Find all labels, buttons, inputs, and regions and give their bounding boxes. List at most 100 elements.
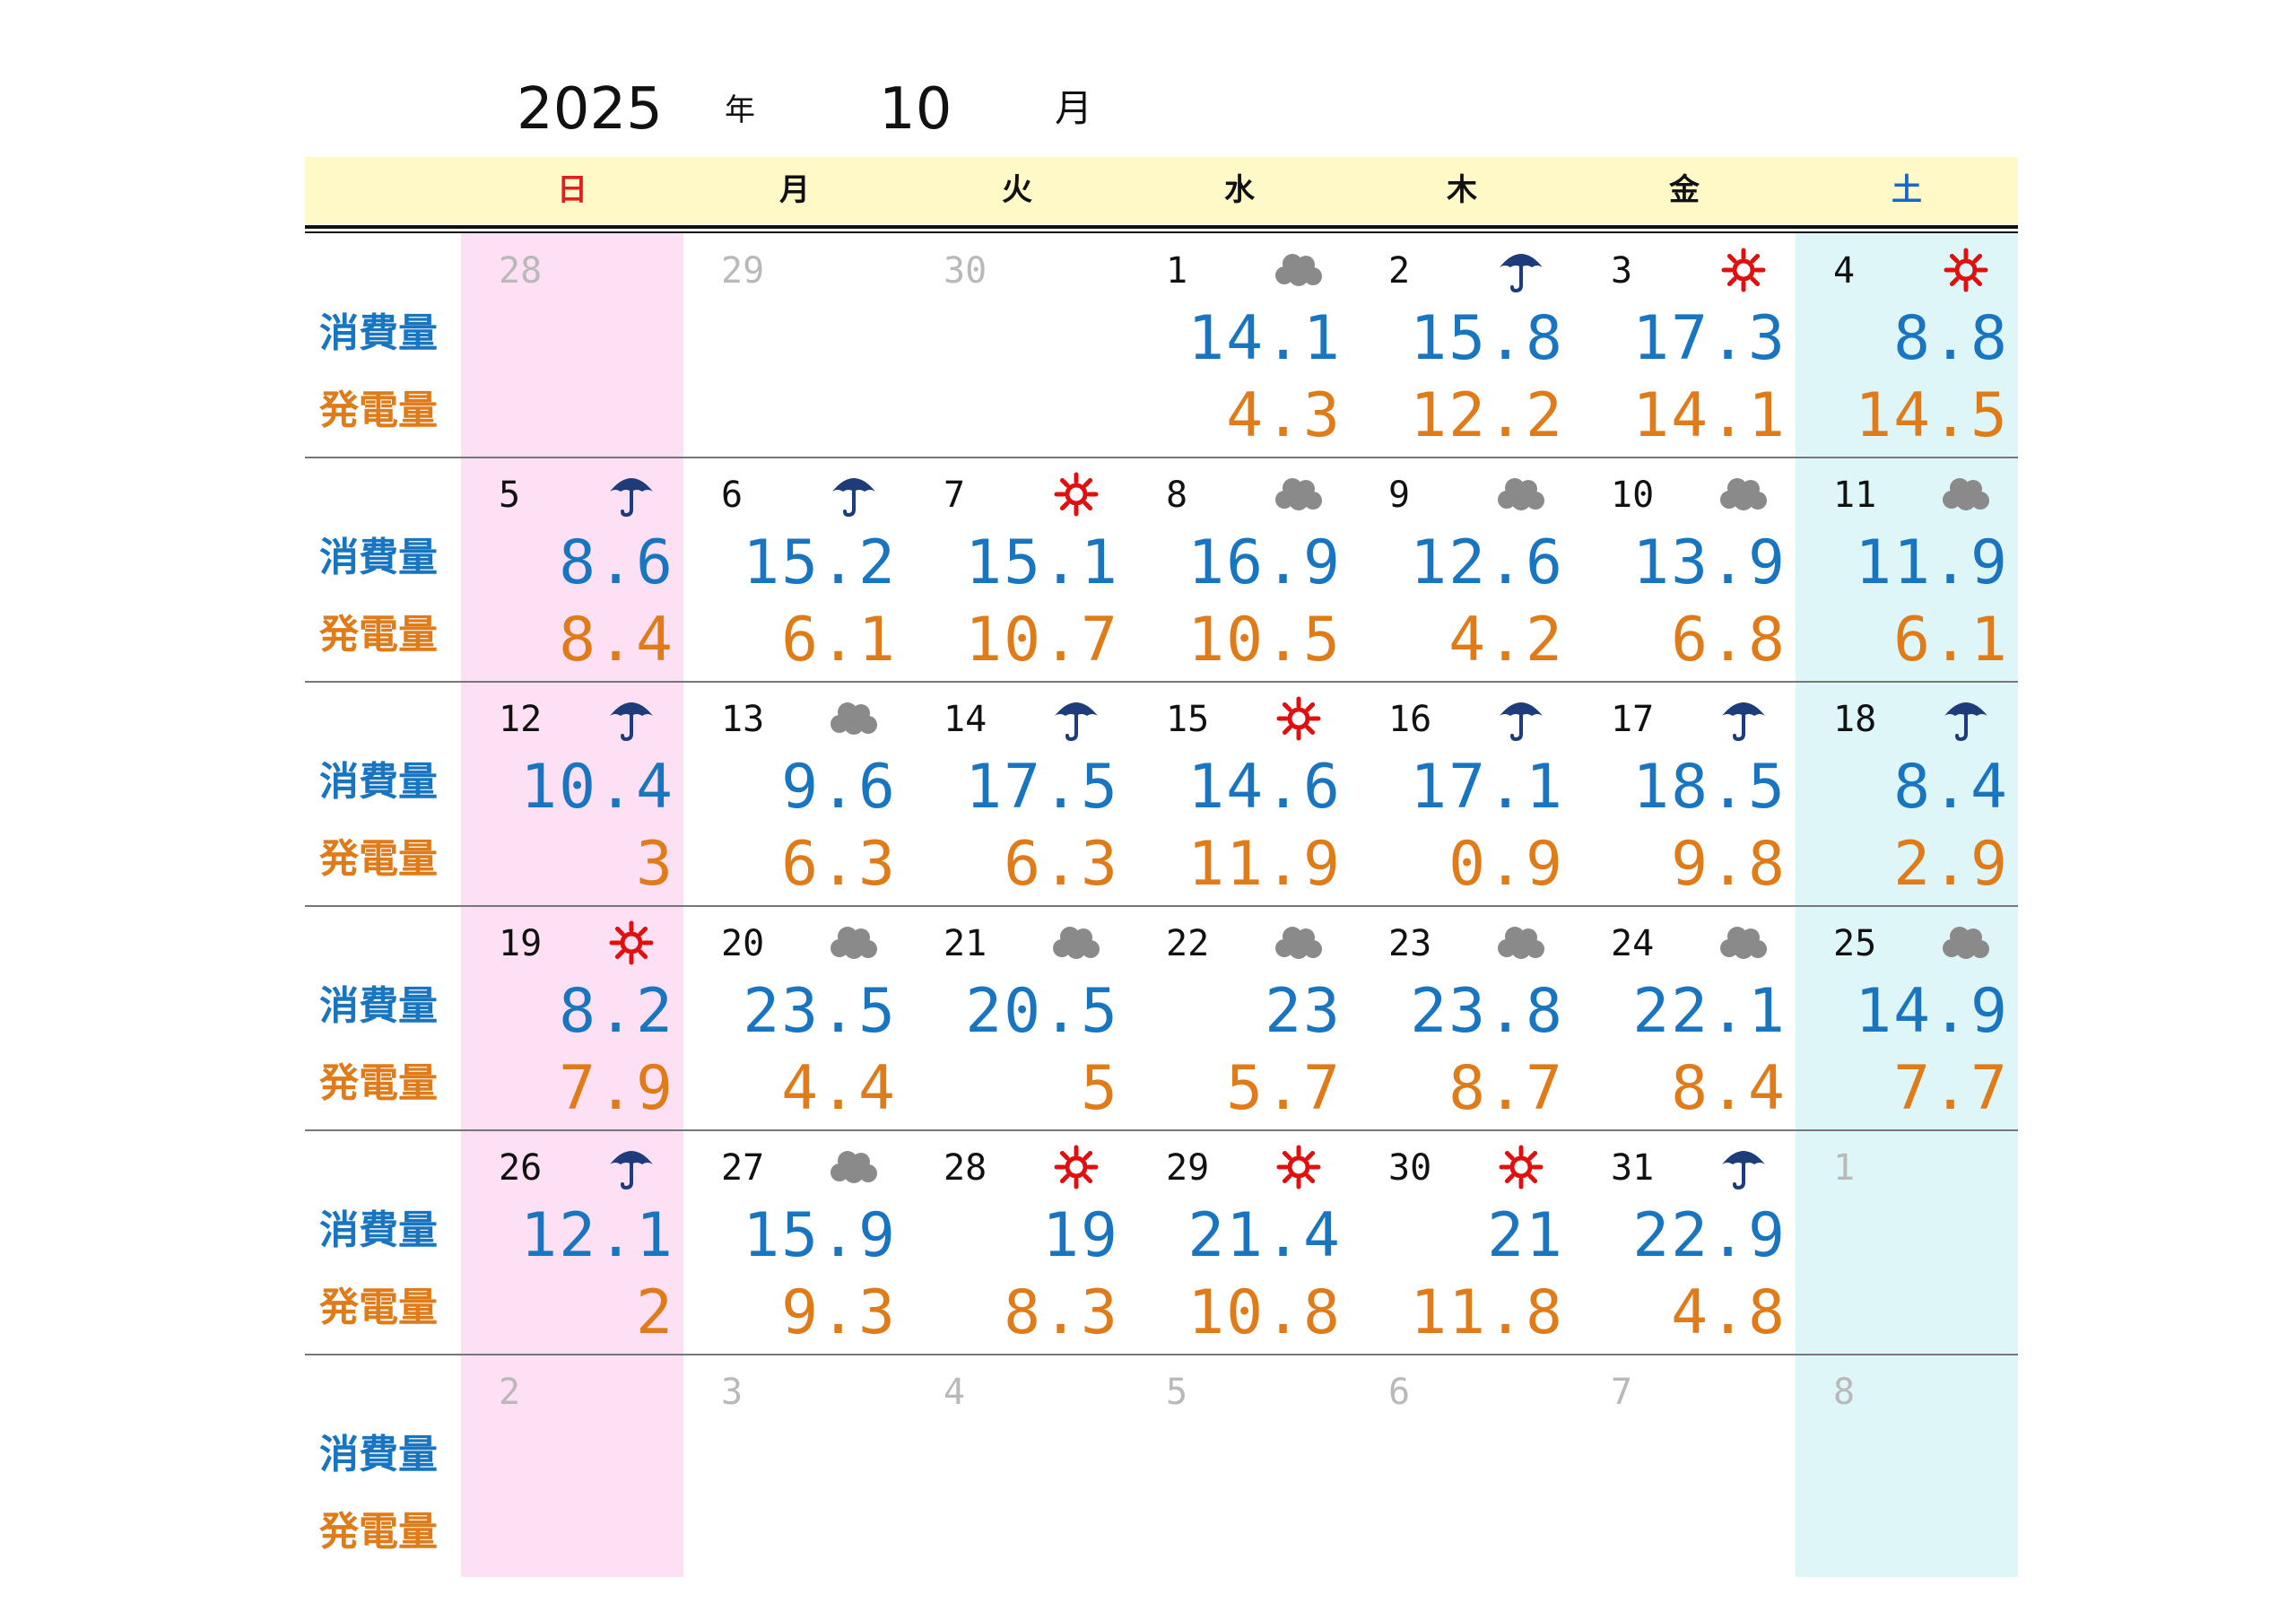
consumption-value: 17.5: [965, 752, 1119, 823]
day-cell: 27 15.9 9.3: [683, 1130, 906, 1355]
weekday-friday: 金: [1669, 172, 1700, 208]
generation-value: 8.7: [1448, 1053, 1564, 1124]
consumption-value: 20.5: [965, 976, 1119, 1047]
day-cell: 5: [1128, 1355, 1351, 1579]
row-divider: [305, 457, 2018, 458]
header-divider: [305, 225, 2018, 229]
day-number: 10: [1611, 475, 1655, 516]
consumption-value: 14.6: [1187, 752, 1342, 823]
day-cell: 31 22.9 4.8: [1573, 1130, 1796, 1355]
consumption-value: 11.9: [1855, 527, 2009, 598]
consumption-value: 10.4: [520, 752, 674, 823]
day-number: 2: [499, 1372, 521, 1413]
umbrella-icon: [1494, 694, 1548, 743]
day-cell: 23 23.8 8.7: [1351, 906, 1573, 1130]
day-number: 18: [1833, 699, 1877, 740]
generation-value: 10.8: [1187, 1277, 1342, 1348]
generation-label: 発電量: [319, 1509, 438, 1555]
cloud-icon: [1272, 919, 1326, 967]
consumption-value: 22.9: [1632, 1200, 1787, 1271]
generation-value: 14.1: [1632, 380, 1787, 451]
day-number: 16: [1388, 699, 1432, 740]
day-number: 9: [1388, 475, 1411, 516]
header-divider: [305, 231, 2018, 233]
consumption-value: 23: [1265, 976, 1342, 1047]
day-number: 22: [1166, 923, 1210, 964]
day-cell: 28 19 8.3: [906, 1130, 1128, 1355]
day-number: 14: [944, 699, 987, 740]
umbrella-icon: [1049, 694, 1103, 743]
day-cell: 3: [683, 1355, 906, 1579]
umbrella-icon: [1717, 1143, 1770, 1191]
day-number: 4: [1833, 250, 1856, 292]
day-cell: 10 13.9 6.8: [1573, 458, 1796, 682]
day-number: 20: [721, 923, 765, 964]
day-cell: 18 8.4 2.9: [1796, 682, 2018, 906]
cloud-icon: [1717, 470, 1770, 519]
day-number: 23: [1388, 923, 1432, 964]
weekday-header: 日 月 火 水 木 金 土: [305, 157, 2018, 224]
generation-value: 6.3: [781, 829, 897, 900]
weekday-wednesday: 水: [1224, 172, 1255, 208]
consumption-label: 消費量: [319, 1432, 438, 1477]
generation-label: 発電量: [319, 388, 438, 433]
consumption-value: 12.1: [520, 1200, 674, 1271]
umbrella-icon: [827, 470, 881, 519]
day-number: 29: [721, 250, 765, 292]
cloud-icon: [1272, 470, 1326, 519]
day-number: 31: [1611, 1147, 1655, 1189]
generation-value: 6.3: [1004, 829, 1119, 900]
day-cell: 9 12.6 4.2: [1351, 458, 1573, 682]
day-cell: 4: [906, 1355, 1128, 1579]
consumption-value: 8.2: [559, 976, 674, 1047]
consumption-value: 8.8: [1893, 303, 2009, 374]
consumption-value: 14.9: [1855, 976, 2009, 1047]
day-cell: 19 8.2 7.9: [461, 906, 683, 1130]
consumption-value: 15.2: [743, 527, 897, 598]
day-number: 11: [1833, 475, 1877, 516]
weekday-tuesday: 火: [1002, 172, 1032, 208]
day-number: 7: [1611, 1372, 1633, 1413]
weekday-saturday: 土: [1892, 172, 1922, 208]
day-number: 30: [944, 250, 987, 292]
sun-icon: [1272, 1143, 1326, 1191]
generation-value: 10.5: [1187, 605, 1342, 675]
day-number: 24: [1611, 923, 1655, 964]
day-number: 7: [944, 475, 966, 516]
year-value: 2025: [517, 76, 663, 143]
consumption-label: 消費量: [319, 1207, 438, 1253]
generation-value: 11.9: [1187, 829, 1342, 900]
generation-value: 5: [1081, 1053, 1119, 1124]
day-number: 6: [1388, 1372, 1411, 1413]
generation-value: 14.5: [1855, 380, 2009, 451]
day-cell: 26 12.1 2: [461, 1130, 683, 1355]
day-number: 1: [1833, 1147, 1856, 1189]
generation-value: 3: [636, 829, 674, 900]
generation-value: 8.4: [559, 605, 674, 675]
consumption-value: 17.1: [1410, 752, 1564, 823]
consumption-value: 15.9: [743, 1200, 897, 1271]
day-cell: 2 15.8 12.2: [1351, 233, 1573, 458]
generation-label: 発電量: [319, 612, 438, 658]
sun-icon: [1049, 1143, 1103, 1191]
day-cell: 4 8.8 14.5: [1796, 233, 2018, 458]
generation-value: 6.1: [781, 605, 897, 675]
generation-label: 発電量: [319, 1060, 438, 1106]
consumption-value: 23.5: [743, 976, 897, 1047]
day-number: 5: [499, 475, 521, 516]
umbrella-icon: [1717, 694, 1770, 743]
consumption-value: 15.8: [1410, 303, 1564, 374]
sun-icon: [1939, 246, 1993, 294]
day-number: 17: [1611, 699, 1655, 740]
month-unit: 月: [1055, 86, 1093, 130]
cloud-icon: [1494, 470, 1548, 519]
generation-value: 8.4: [1671, 1053, 1787, 1124]
day-number: 30: [1388, 1147, 1432, 1189]
cloud-icon: [827, 1143, 881, 1191]
consumption-value: 13.9: [1632, 527, 1787, 598]
day-cell: 30: [906, 233, 1128, 458]
day-cell: 8: [1796, 1355, 2018, 1579]
generation-value: 9.8: [1671, 829, 1787, 900]
month-value: 10: [879, 76, 952, 143]
day-number: 8: [1833, 1372, 1856, 1413]
